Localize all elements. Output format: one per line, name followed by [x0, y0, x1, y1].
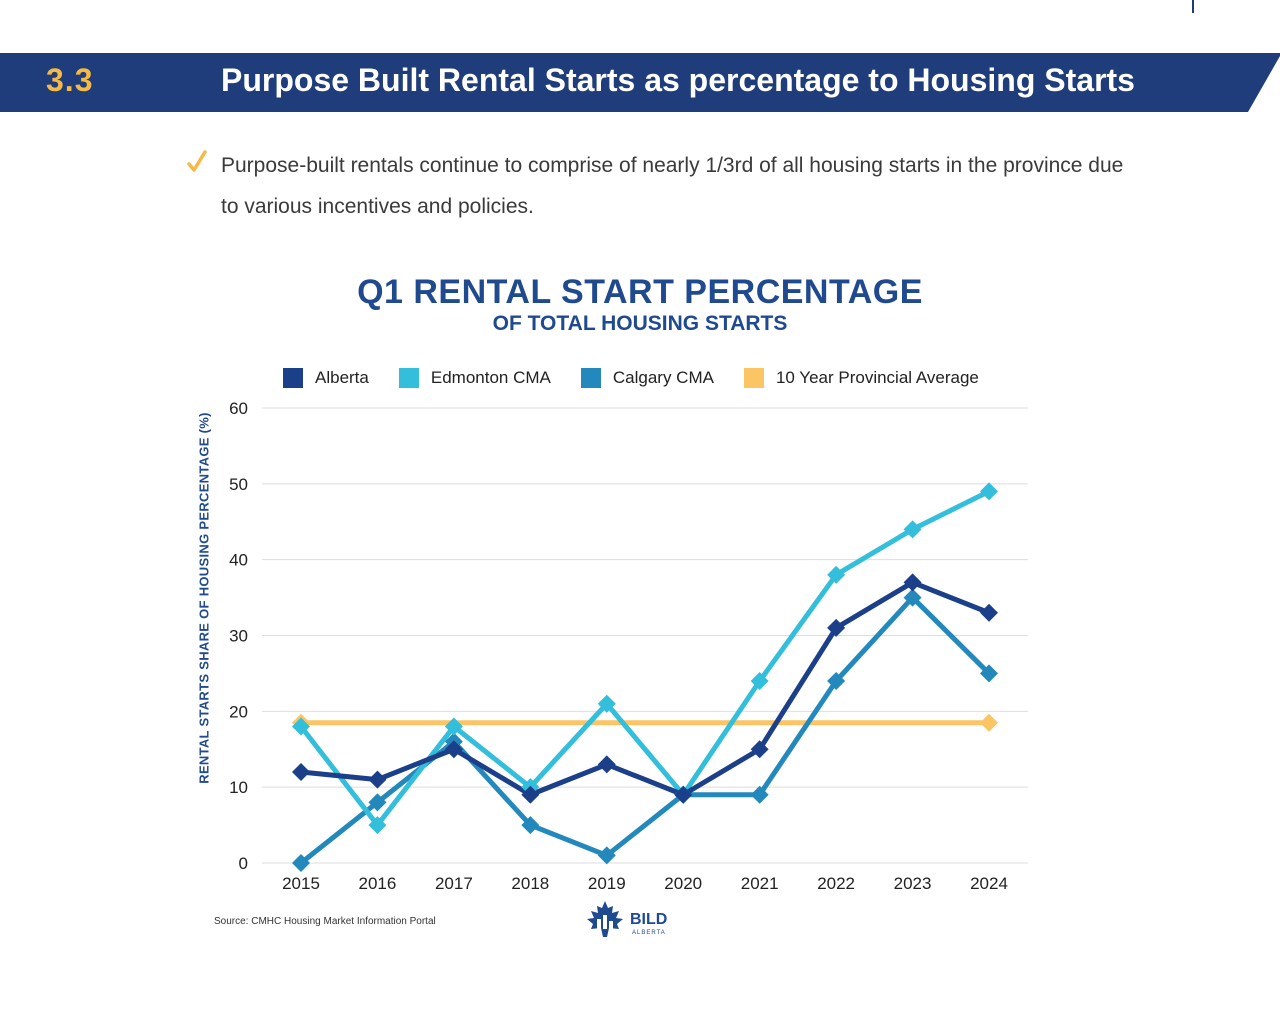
legend-label-edmonton: Edmonton CMA: [430, 368, 551, 387]
point-calgary-2022: [827, 672, 846, 690]
x-tick-label-2020: 2020: [664, 874, 702, 893]
legend-swatch-alberta: [283, 368, 303, 388]
bullet-text: Purpose-built rentals continue to compri…: [221, 154, 1124, 218]
x-tick-label-2017: 2017: [435, 874, 473, 893]
x-tick-label-2024: 2024: [970, 874, 1008, 893]
point-alberta-2020: [674, 785, 693, 804]
chart-subtitle: OF TOTAL HOUSING STARTS: [492, 312, 788, 335]
y-tick-label-10: 10: [229, 778, 248, 797]
legend-label-calgary: Calgary CMA: [612, 368, 714, 387]
maple-leaf-icon: [587, 901, 623, 937]
x-tick-label-2023: 2023: [894, 874, 932, 893]
point-alberta-2021: [750, 740, 769, 759]
point-calgary-2019: [597, 846, 616, 865]
legend-swatch-calgary: [580, 368, 601, 388]
point-edmonton-2017: [444, 717, 463, 736]
point-alberta-2018: [521, 785, 540, 804]
point-alberta-2016: [368, 770, 387, 789]
legend-item-alberta: Alberta: [283, 368, 369, 388]
point-alberta-2019: [597, 755, 616, 774]
legend-swatch-edmonton: [398, 368, 419, 388]
chart-legend: Alberta Edmonton CMA Calgary CMA 10 Year…: [283, 366, 1009, 390]
point-alberta-2024: [980, 603, 998, 622]
point-alberta-2015: [292, 763, 310, 781]
section-header-band: [0, 53, 1280, 112]
point-edmonton-2021: [750, 672, 769, 690]
x-tick-label-2016: 2016: [359, 874, 397, 893]
checkmark-icon: [187, 150, 207, 172]
header-band-shape: [0, 53, 1280, 112]
x-tick-label-2018: 2018: [511, 874, 549, 893]
point-alberta-2022: [827, 618, 846, 637]
logo-name: BILD: [630, 911, 668, 928]
chart-title: Q1 RENTAL START PERCENTAGE: [357, 273, 923, 311]
point-calgary-2018: [521, 816, 540, 835]
point-edmonton-2022: [827, 565, 846, 584]
point-edmonton-2015: [292, 717, 310, 736]
point-average-2024: [980, 713, 998, 732]
point-alberta-2023: [903, 573, 922, 592]
y-tick-label-20: 20: [229, 702, 248, 721]
y-tick-label-40: 40: [229, 551, 248, 570]
point-edmonton-2023: [903, 520, 922, 539]
series-line-edmonton: [299, 489, 991, 828]
y-tick-label-60: 60: [229, 399, 248, 418]
x-tick-label-2015: 2015: [282, 874, 320, 893]
point-calgary-2016: [368, 793, 387, 812]
point-calgary-2021: [750, 785, 769, 804]
logo-subtitle: ALBERTA: [632, 930, 666, 936]
y-tick-label-50: 50: [229, 475, 248, 494]
legend-item-average: 10 Year Provincial Average: [743, 368, 979, 388]
x-tick-label-2019: 2019: [588, 874, 626, 893]
series-line-alberta: [300, 579, 990, 798]
section-title: Purpose Built Rental Starts as percentag…: [221, 62, 1135, 98]
point-calgary-2024: [980, 664, 998, 683]
series-line-calgary: [299, 595, 991, 865]
legend-label-alberta: Alberta: [315, 368, 369, 387]
point-alberta-2017: [444, 740, 463, 759]
section-number: 3.3: [46, 62, 94, 98]
point-calgary-2023: [903, 588, 922, 607]
x-tick-label-2021: 2021: [741, 874, 779, 893]
y-tick-label-0: 0: [239, 854, 248, 873]
point-calgary-2015: [292, 854, 310, 872]
point-edmonton-2024: [980, 482, 998, 501]
point-edmonton-2016: [368, 816, 387, 835]
legend-item-edmonton: Edmonton CMA: [398, 368, 551, 388]
point-edmonton-2019: [597, 694, 616, 713]
y-tick-label-30: 30: [229, 627, 248, 646]
x-tick-label-2022: 2022: [817, 874, 855, 893]
source-note: Source: CMHC Housing Market Information …: [214, 916, 436, 927]
page-edge-marker: [1192, 0, 1194, 13]
legend-item-calgary: Calgary CMA: [580, 368, 714, 388]
legend-swatch-average: [743, 368, 764, 388]
legend-label-average: 10 Year Provincial Average: [775, 368, 979, 387]
